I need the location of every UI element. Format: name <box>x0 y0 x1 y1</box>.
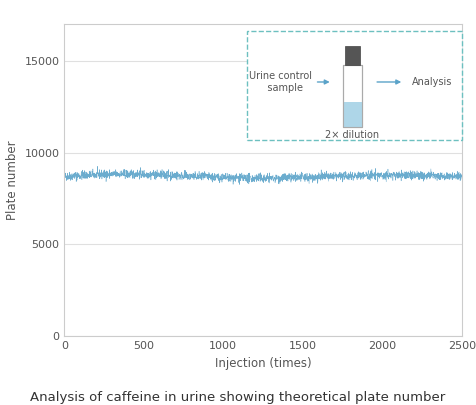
Text: Analysis: Analysis <box>412 77 452 87</box>
Bar <box>343 102 362 127</box>
FancyBboxPatch shape <box>247 30 462 140</box>
Bar <box>345 46 359 65</box>
Bar <box>343 65 362 127</box>
Text: Analysis of caffeine in urine showing theoretical plate number: Analysis of caffeine in urine showing th… <box>30 391 446 404</box>
Y-axis label: Plate number: Plate number <box>6 141 19 220</box>
Text: Urine control
   sample: Urine control sample <box>249 71 312 93</box>
X-axis label: Injection (times): Injection (times) <box>215 356 311 370</box>
Text: 2× dilution: 2× dilution <box>326 130 379 140</box>
Bar <box>343 65 362 127</box>
